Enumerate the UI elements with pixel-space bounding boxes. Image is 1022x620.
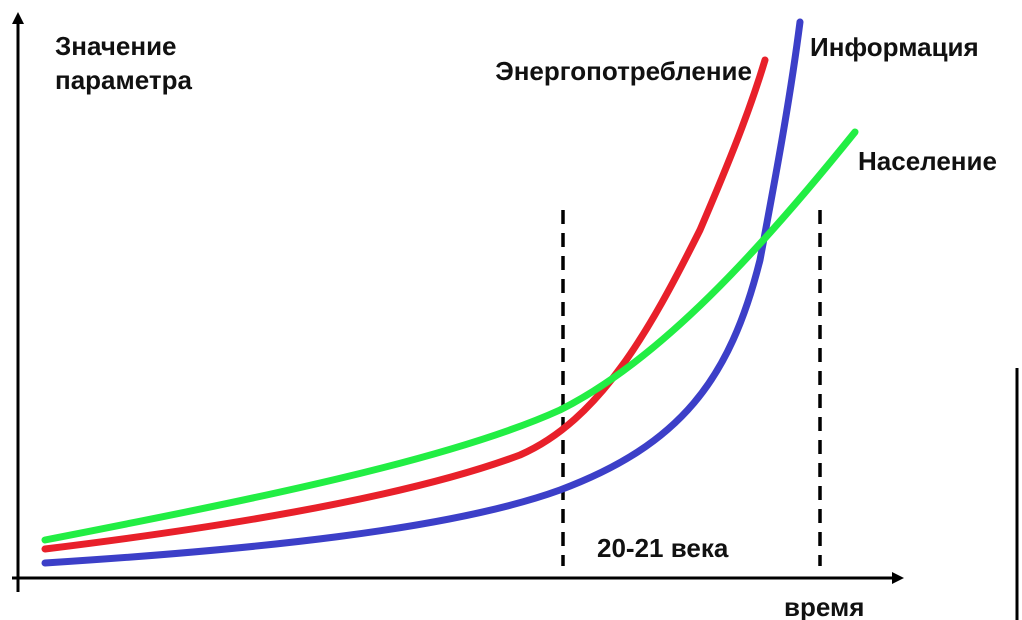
y-axis-label: параметра	[55, 65, 192, 95]
y-axis-label: Значение	[55, 31, 177, 61]
curve-label: Энергопотребление	[495, 56, 752, 86]
energy-curve	[41, 56, 769, 553]
information-curve	[41, 18, 804, 567]
curve-label: Население	[858, 146, 997, 176]
population-curve	[41, 128, 859, 544]
x-axis-label: время	[784, 592, 864, 620]
period-label: 20-21 века	[597, 533, 729, 563]
curve-label: Информация	[810, 32, 979, 62]
